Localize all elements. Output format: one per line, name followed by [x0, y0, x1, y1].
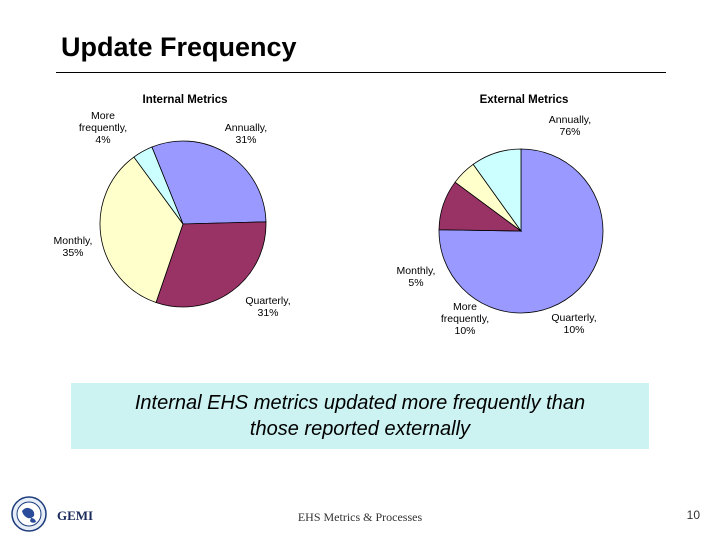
- slice-label-line: frequently,: [441, 313, 489, 325]
- slice-label-line: More: [453, 301, 477, 313]
- pie-slice-annually: [151, 140, 267, 225]
- internal-slice-labels: Annually, 31%Quarterly, 31%Monthly, 35%More…: [54, 110, 291, 319]
- slice-label-line: Quarterly,: [245, 295, 290, 307]
- callout-line-1: Internal EHS metrics updated more freque…: [134, 392, 586, 414]
- pie-slice-monthly-more-frequently: [472, 148, 522, 233]
- slice-label-line: Annually,: [549, 114, 591, 126]
- slide-title: Update Frequency: [61, 32, 297, 62]
- logo-text: GEMI: [57, 508, 94, 523]
- slice-label-line: 5%: [408, 277, 423, 289]
- external-chart-title: External Metrics: [480, 94, 569, 106]
- slice-label-more-frequently: More frequently, 4%: [79, 110, 127, 146]
- slice-label-line: Annually,: [225, 122, 267, 134]
- external-slice-labels: Annually, 76%Quarterly, 10%More frequently,…: [397, 114, 597, 337]
- slice-label-line: 76%: [559, 126, 580, 138]
- pie-slice-more-frequently: [133, 146, 184, 225]
- slice-label-quarterly: Quarterly, 31%: [245, 295, 290, 319]
- globe-seal-icon: [11, 496, 47, 532]
- internal-chart-title: Internal Metrics: [143, 94, 228, 106]
- slice-label-line: More: [91, 110, 115, 122]
- slice-label-monthly-more-frequently: Monthly, 5%: [397, 265, 436, 289]
- callout-box: Internal EHS metrics updated more freque…: [71, 383, 649, 449]
- slice-label-line: Monthly,: [397, 265, 436, 277]
- callout-line-2: those reported externally: [249, 418, 471, 440]
- slice-label-line: 10%: [563, 324, 584, 336]
- slice-label-annually: Annually, 76%: [549, 114, 591, 138]
- slice-label-quarterly: Quarterly, 10%: [551, 312, 596, 336]
- slice-label-line: Monthly,: [54, 235, 93, 247]
- pie-slice-quarterly: [155, 221, 267, 308]
- slice-label-line: 31%: [235, 134, 256, 146]
- slice-label-line: 10%: [454, 325, 475, 337]
- pie-slice-annually: [438, 148, 604, 314]
- page-number: 10: [686, 508, 700, 522]
- pie-slice-monthly: [99, 156, 184, 303]
- slice-label-annually: Annually, 31%: [225, 122, 267, 146]
- external-pie: [438, 148, 604, 314]
- title-underline: [56, 72, 666, 73]
- slice-label-line: frequently,: [79, 122, 127, 134]
- slice-label-more-frequently-monthly: More frequently, 10%: [441, 301, 489, 337]
- slice-label-line: 31%: [257, 307, 278, 319]
- slice-label-monthly: Monthly, 35%: [54, 235, 93, 259]
- pie-charts: Internal Metrics External Metrics Annual…: [54, 94, 604, 337]
- footer-text: EHS Metrics & Processes: [297, 510, 423, 524]
- slice-label-line: 4%: [95, 134, 110, 146]
- slice-label-line: 35%: [62, 247, 83, 259]
- slice-label-line: Quarterly,: [551, 312, 596, 324]
- internal-pie: [99, 140, 267, 308]
